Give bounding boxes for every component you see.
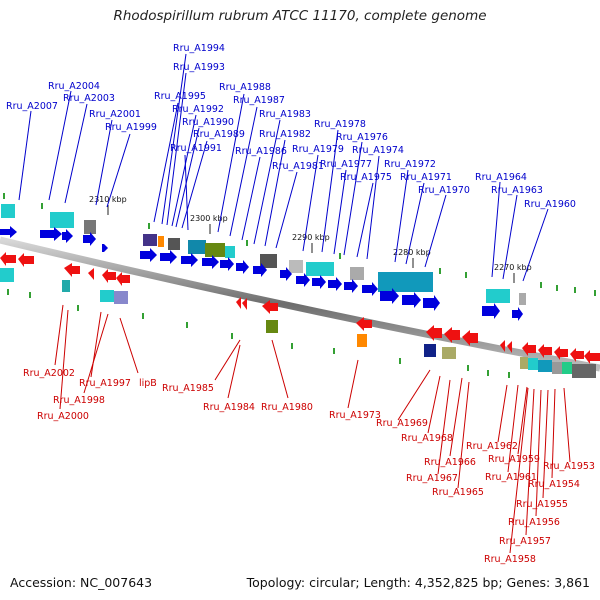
gene-label: Rru_A1997 — [79, 378, 131, 389]
bottom-leader-lines — [54, 304, 571, 554]
bottom-ticks — [7, 289, 510, 378]
gene-label: Rru_A1977 — [320, 159, 372, 170]
gene-label: Rru_A1988 — [219, 82, 271, 93]
reverse-gene-arrows — [0, 252, 600, 364]
page-title: Rhodospirillum rubrum ATCC 11170, comple… — [113, 8, 487, 24]
gene-label: Rru_A1966 — [424, 457, 476, 468]
reverse-domain-boxes — [0, 268, 596, 378]
topology-summary: Topology: circular; Length: 4,352,825 bp… — [246, 575, 590, 590]
gene-label: Rru_A1986 — [235, 146, 287, 157]
gene-label: Rru_A1975 — [340, 172, 392, 183]
gene-label: Rru_A1970 — [418, 185, 470, 196]
gene-label: Rru_A1982 — [259, 129, 311, 140]
gene-label: Rru_A1969 — [376, 418, 428, 429]
gene-label: Rru_A1962 — [466, 441, 518, 452]
gene-label: Rru_A2002 — [23, 368, 75, 379]
gene-label: Rru_A1956 — [508, 517, 560, 528]
gene-label: Rru_A1957 — [499, 536, 551, 547]
gene-label: Rru_A1994 — [173, 43, 225, 54]
scale-label: 2280 kbp — [393, 248, 431, 257]
gene-label: Rru_A1990 — [182, 117, 234, 128]
genome-map: 2310 kbp 2300 kbp 2290 kbp 2280 kbp 2270… — [0, 43, 600, 565]
gene-label: Rru_A1998 — [53, 395, 105, 406]
gene-label: Rru_A1954 — [528, 479, 580, 490]
gene-label: Rru_A1953 — [543, 461, 595, 472]
scale-label: 2310 kbp — [89, 195, 127, 204]
gene-label: Rru_A1967 — [406, 473, 458, 484]
top-gene-labels: Rru_A2007 Rru_A2004 Rru_A2003 Rru_A2001 … — [6, 43, 576, 210]
bottom-gene-labels: Rru_A2002 Rru_A1997 lipB Rru_A1998 Rru_A… — [23, 368, 595, 565]
top-leader-lines — [18, 53, 549, 282]
top-ticks — [3, 193, 596, 296]
gene-label: Rru_A1976 — [336, 132, 388, 143]
gene-label: Rru_A2000 — [37, 411, 89, 422]
gene-label: Rru_A2007 — [6, 101, 58, 112]
gene-label: Rru_A1961 — [485, 472, 537, 483]
gene-label: Rru_A1973 — [329, 410, 381, 421]
gene-label: Rru_A2004 — [48, 81, 100, 92]
accession-text: Accession: NC_007643 — [10, 575, 153, 590]
gene-label: Rru_A2001 — [89, 109, 141, 120]
gene-label: Rru_A1955 — [516, 499, 568, 510]
gene-label: Rru_A1959 — [488, 454, 540, 465]
gene-label: Rru_A1968 — [401, 433, 453, 444]
gene-label: Rru_A1958 — [484, 554, 536, 565]
gene-label: Rru_A1960 — [524, 199, 576, 210]
gene-label: Rru_A1965 — [432, 487, 484, 498]
gene-label: Rru_A2003 — [63, 93, 115, 104]
gene-label: Rru_A1993 — [173, 62, 225, 73]
gene-label: Rru_A1979 — [292, 144, 344, 155]
gene-label: Rru_A1972 — [384, 159, 436, 170]
gene-label: Rru_A1992 — [172, 104, 224, 115]
gene-label: Rru_A1971 — [400, 172, 452, 183]
scale-label: 2290 kbp — [292, 233, 330, 242]
gene-label: Rru_A1991 — [170, 143, 222, 154]
gene-label: Rru_A1978 — [314, 119, 366, 130]
forward-domain-boxes — [1, 204, 526, 305]
gene-label: Rru_A1984 — [203, 402, 255, 413]
gene-label: Rru_A1964 — [475, 172, 527, 183]
gene-label: Rru_A1995 — [154, 91, 206, 102]
gene-label: Rru_A1963 — [491, 185, 543, 196]
gene-label: Rru_A1987 — [233, 95, 285, 106]
gene-label: Rru_A1999 — [105, 122, 157, 133]
gene-label: Rru_A1989 — [193, 129, 245, 140]
scale-markers: 2310 kbp 2300 kbp 2290 kbp 2280 kbp 2270… — [89, 195, 532, 283]
gene-label: Rru_A1980 — [261, 402, 313, 413]
scale-label: 2300 kbp — [190, 214, 228, 223]
gene-label: Rru_A1974 — [352, 145, 404, 156]
genome-backbone — [0, 236, 600, 372]
gene-label: Rru_A1983 — [259, 109, 311, 120]
forward-gene-arrows — [0, 226, 523, 321]
gene-label: lipB — [139, 378, 157, 389]
gene-label: Rru_A1985 — [162, 383, 214, 394]
gene-label: Rru_A1981 — [272, 161, 324, 172]
scale-label: 2270 kbp — [494, 263, 532, 272]
